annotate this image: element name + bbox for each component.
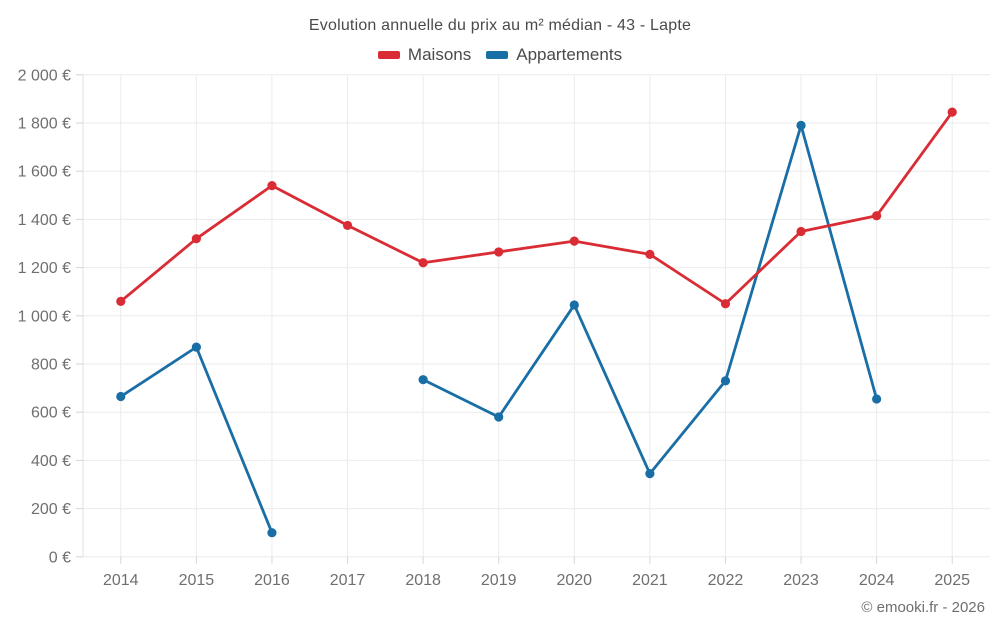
point-appartements-2014 (116, 391, 126, 402)
point-maisons-2020 (569, 236, 579, 246)
point-appartements-2018 (418, 375, 428, 385)
y-axis-label: 1 800 € (18, 116, 71, 133)
x-axis-label: 2014 (103, 572, 139, 589)
line-maisons (119, 110, 954, 306)
x-axis-label: 2018 (405, 572, 441, 589)
point-appartements-2019 (494, 412, 504, 422)
point-maisons-2022 (720, 299, 731, 309)
y-axis-label: 200 € (31, 501, 71, 518)
legend-swatch-maisons (377, 51, 400, 59)
x-axis-label: 2016 (254, 572, 290, 589)
point-maisons-2015 (191, 234, 201, 244)
y-axis-label: 600 € (31, 405, 71, 422)
point-maisons-2021 (645, 249, 655, 259)
x-axis-label: 2015 (179, 572, 215, 589)
legend-item-appartements[interactable]: Appartements (486, 45, 622, 65)
x-axis-label: 2025 (934, 572, 970, 589)
point-maisons-2017 (342, 220, 353, 231)
point-maisons-2018 (418, 258, 428, 268)
y-axis-label: 2 000 € (18, 67, 71, 84)
point-appartements-2021 (645, 469, 655, 479)
legend-swatch-appartements (486, 51, 509, 59)
attribution-text: © emooki.fr - 2026 (861, 599, 985, 616)
x-axis-label: 2017 (330, 572, 366, 589)
point-maisons-2025 (947, 107, 957, 117)
chart-title: Evolution annuelle du prix au m² médian … (308, 17, 692, 34)
point-appartements-2024 (872, 394, 882, 404)
legend-label-maisons: Maisons (407, 45, 472, 64)
y-axis-label: 0 € (49, 549, 71, 566)
point-appartements-2022 (720, 376, 731, 386)
point-maisons-2023 (796, 226, 806, 237)
point-appartements-2020 (569, 300, 579, 310)
y-axis-label: 1 000 € (18, 308, 71, 325)
x-axis-label: 2023 (783, 572, 819, 589)
legend-item-maisons[interactable]: Maisons (377, 45, 472, 65)
point-maisons-2016 (267, 181, 277, 191)
x-axis-label: 2021 (632, 572, 668, 589)
point-appartements-2015 (191, 342, 201, 352)
y-axis-label: 400 € (31, 453, 71, 470)
y-axis-label: 800 € (31, 357, 71, 374)
chart-legend: Maisons Appartements (0, 45, 1000, 65)
point-maisons-2019 (494, 247, 504, 257)
x-axis-label: 2022 (708, 572, 744, 589)
legend-label-appartements: Appartements (516, 45, 623, 64)
point-maisons-2014 (116, 296, 126, 306)
x-axis-label: 2019 (481, 572, 517, 589)
point-maisons-2024 (872, 211, 882, 221)
y-axis-label: 1 400 € (18, 212, 71, 229)
point-appartements-2023 (796, 120, 806, 131)
y-axis-label: 1 600 € (18, 164, 71, 181)
x-axis-label: 2020 (556, 572, 592, 589)
y-axis-label: 1 200 € (18, 260, 71, 277)
point-appartements-2016 (267, 528, 277, 538)
x-axis-label: 2024 (859, 572, 895, 589)
